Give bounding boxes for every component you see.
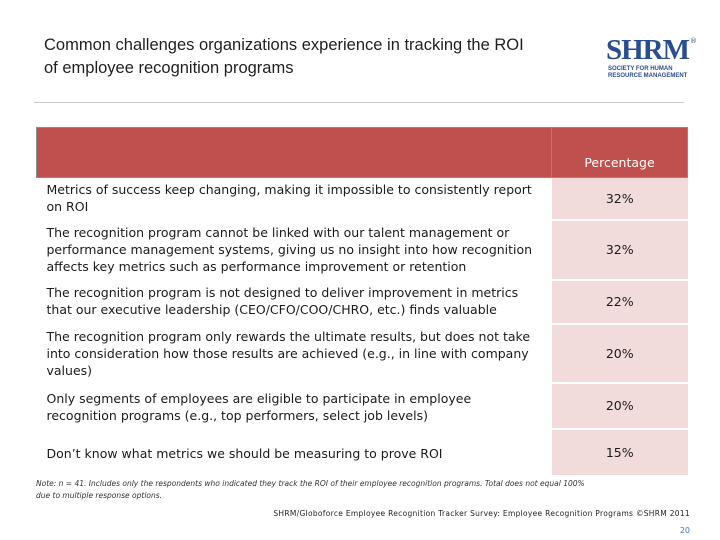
- title-line-1: Common challenges organizations experien…: [44, 36, 524, 54]
- table-row: Don’t know what metrics we should be mea…: [36, 428, 688, 477]
- header-percentage: Percentage: [551, 127, 688, 178]
- logo-subtitle-line-1: SOCIETY FOR HUMAN: [608, 66, 673, 72]
- title-line-2: of employee recognition programs: [44, 59, 294, 77]
- row-value: 22%: [551, 279, 688, 325]
- row-label: Metrics of success keep changing, making…: [36, 177, 552, 221]
- row-value: 20%: [551, 382, 688, 430]
- logo-subtitle: SOCIETY FOR HUMAN RESOURCE MANAGEMENT: [606, 66, 690, 80]
- shrm-logo: SHRM ® SOCIETY FOR HUMAN RESOURCE MANAGE…: [606, 34, 697, 88]
- footnote-line-1: Note: n = 41. Includes only the responde…: [36, 479, 585, 488]
- header-blank-cell: [36, 127, 552, 178]
- row-label: The recognition program cannot be linked…: [36, 219, 552, 281]
- header-divider: [34, 102, 684, 103]
- table-row: The recognition program is not designed …: [36, 279, 688, 325]
- logo-mark: SHRM ®: [606, 34, 697, 66]
- challenges-table: Percentage Metrics of success keep chang…: [36, 127, 688, 477]
- logo-registered-mark: ®: [690, 37, 697, 45]
- table-row: Only segments of employees are eligible …: [36, 382, 688, 430]
- row-label: Don’t know what metrics we should be mea…: [36, 428, 552, 477]
- row-value: 15%: [551, 428, 688, 477]
- row-label: Only segments of employees are eligible …: [36, 382, 552, 430]
- page-title: Common challenges organizations experien…: [44, 34, 584, 80]
- table-header-row: Percentage: [36, 127, 688, 178]
- source-citation: SHRM/Globoforce Employee Recognition Tra…: [273, 509, 690, 518]
- table-row: The recognition program cannot be linked…: [36, 219, 688, 281]
- footnote-line-2: due to multiple response options.: [36, 491, 163, 500]
- footnote: Note: n = 41. Includes only the responde…: [36, 478, 636, 502]
- page-number: 20: [679, 526, 690, 535]
- logo-word: SHRM: [606, 34, 690, 66]
- row-label: The recognition program is not designed …: [36, 279, 552, 325]
- row-value: 32%: [551, 219, 688, 281]
- row-value: 20%: [551, 323, 688, 384]
- logo-subtitle-line-2: RESOURCE MANAGEMENT: [608, 73, 688, 79]
- row-label: The recognition program only rewards the…: [36, 323, 552, 384]
- table-row: The recognition program only rewards the…: [36, 323, 688, 384]
- table-row: Metrics of success keep changing, making…: [36, 177, 688, 221]
- row-value: 32%: [551, 177, 688, 221]
